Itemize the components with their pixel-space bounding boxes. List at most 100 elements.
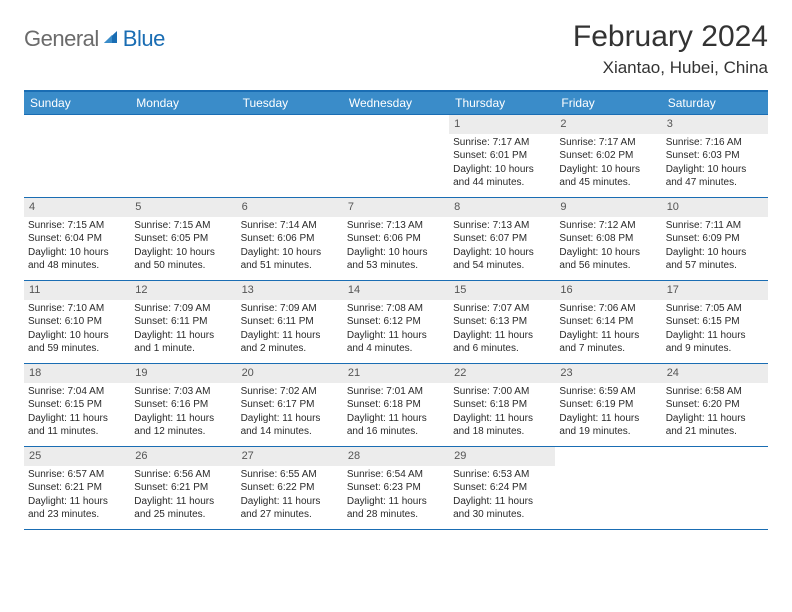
calendar-cell: 22Sunrise: 7:00 AMSunset: 6:18 PMDayligh… <box>449 364 555 446</box>
daylight-text: Daylight: 10 hours and 54 minutes. <box>453 246 551 273</box>
daylight-text: Daylight: 11 hours and 23 minutes. <box>28 495 126 522</box>
daylight-text: Daylight: 10 hours and 57 minutes. <box>666 246 764 273</box>
day-body: Sunrise: 6:59 AMSunset: 6:19 PMDaylight:… <box>555 385 661 443</box>
calendar-cell <box>24 115 130 197</box>
calendar-cell <box>130 115 236 197</box>
day-body: Sunrise: 7:03 AMSunset: 6:16 PMDaylight:… <box>130 385 236 443</box>
sunset-text: Sunset: 6:20 PM <box>666 398 764 412</box>
daylight-text: Daylight: 11 hours and 2 minutes. <box>241 329 339 356</box>
calendar-cell: 8Sunrise: 7:13 AMSunset: 6:07 PMDaylight… <box>449 198 555 280</box>
day-body: Sunrise: 7:17 AMSunset: 6:02 PMDaylight:… <box>555 136 661 194</box>
daylight-text: Daylight: 11 hours and 18 minutes. <box>453 412 551 439</box>
calendar-row: 18Sunrise: 7:04 AMSunset: 6:15 PMDayligh… <box>24 363 768 446</box>
day-number: 21 <box>343 364 449 383</box>
day-number: 9 <box>555 198 661 217</box>
sunset-text: Sunset: 6:08 PM <box>559 232 657 246</box>
sunset-text: Sunset: 6:21 PM <box>28 481 126 495</box>
sunset-text: Sunset: 6:16 PM <box>134 398 232 412</box>
sunrise-text: Sunrise: 7:11 AM <box>666 219 764 233</box>
sunset-text: Sunset: 6:18 PM <box>347 398 445 412</box>
sunset-text: Sunset: 6:09 PM <box>666 232 764 246</box>
daylight-text: Daylight: 11 hours and 12 minutes. <box>134 412 232 439</box>
day-number: 2 <box>555 115 661 134</box>
sunrise-text: Sunrise: 7:15 AM <box>134 219 232 233</box>
sunrise-text: Sunrise: 7:04 AM <box>28 385 126 399</box>
sunset-text: Sunset: 6:02 PM <box>559 149 657 163</box>
daylight-text: Daylight: 11 hours and 6 minutes. <box>453 329 551 356</box>
day-body: Sunrise: 7:05 AMSunset: 6:15 PMDaylight:… <box>662 302 768 360</box>
calendar-cell: 6Sunrise: 7:14 AMSunset: 6:06 PMDaylight… <box>237 198 343 280</box>
day-body: Sunrise: 7:17 AMSunset: 6:01 PMDaylight:… <box>449 136 555 194</box>
day-body: Sunrise: 7:16 AMSunset: 6:03 PMDaylight:… <box>662 136 768 194</box>
calendar-cell: 5Sunrise: 7:15 AMSunset: 6:05 PMDaylight… <box>130 198 236 280</box>
sunrise-text: Sunrise: 6:55 AM <box>241 468 339 482</box>
calendar-cell: 11Sunrise: 7:10 AMSunset: 6:10 PMDayligh… <box>24 281 130 363</box>
day-number: 8 <box>449 198 555 217</box>
sunset-text: Sunset: 6:22 PM <box>241 481 339 495</box>
calendar-cell: 18Sunrise: 7:04 AMSunset: 6:15 PMDayligh… <box>24 364 130 446</box>
calendar-cell: 29Sunrise: 6:53 AMSunset: 6:24 PMDayligh… <box>449 447 555 529</box>
calendar: SundayMondayTuesdayWednesdayThursdayFrid… <box>24 90 768 530</box>
sunset-text: Sunset: 6:01 PM <box>453 149 551 163</box>
day-body: Sunrise: 6:57 AMSunset: 6:21 PMDaylight:… <box>24 468 130 526</box>
sunrise-text: Sunrise: 7:10 AM <box>28 302 126 316</box>
page-title: February 2024 <box>573 20 768 54</box>
sunset-text: Sunset: 6:21 PM <box>134 481 232 495</box>
day-number: 26 <box>130 447 236 466</box>
sunset-text: Sunset: 6:15 PM <box>28 398 126 412</box>
day-body: Sunrise: 7:11 AMSunset: 6:09 PMDaylight:… <box>662 219 768 277</box>
sunrise-text: Sunrise: 6:54 AM <box>347 468 445 482</box>
daylight-text: Daylight: 10 hours and 44 minutes. <box>453 163 551 190</box>
day-number: 16 <box>555 281 661 300</box>
calendar-header-row: SundayMondayTuesdayWednesdayThursdayFrid… <box>24 90 768 114</box>
day-number: 5 <box>130 198 236 217</box>
location-label: Xiantao, Hubei, China <box>573 58 768 78</box>
sunrise-text: Sunrise: 7:09 AM <box>134 302 232 316</box>
sunset-text: Sunset: 6:11 PM <box>241 315 339 329</box>
day-body: Sunrise: 7:06 AMSunset: 6:14 PMDaylight:… <box>555 302 661 360</box>
sunrise-text: Sunrise: 7:01 AM <box>347 385 445 399</box>
day-body: Sunrise: 7:04 AMSunset: 6:15 PMDaylight:… <box>24 385 130 443</box>
sunset-text: Sunset: 6:03 PM <box>666 149 764 163</box>
day-body: Sunrise: 6:54 AMSunset: 6:23 PMDaylight:… <box>343 468 449 526</box>
daylight-text: Daylight: 10 hours and 53 minutes. <box>347 246 445 273</box>
sunset-text: Sunset: 6:14 PM <box>559 315 657 329</box>
day-body: Sunrise: 6:53 AMSunset: 6:24 PMDaylight:… <box>449 468 555 526</box>
calendar-cell: 27Sunrise: 6:55 AMSunset: 6:22 PMDayligh… <box>237 447 343 529</box>
day-body: Sunrise: 7:01 AMSunset: 6:18 PMDaylight:… <box>343 385 449 443</box>
sunrise-text: Sunrise: 6:56 AM <box>134 468 232 482</box>
day-number: 27 <box>237 447 343 466</box>
daylight-text: Daylight: 11 hours and 28 minutes. <box>347 495 445 522</box>
day-body: Sunrise: 7:10 AMSunset: 6:10 PMDaylight:… <box>24 302 130 360</box>
day-number: 7 <box>343 198 449 217</box>
day-number: 17 <box>662 281 768 300</box>
day-number: 20 <box>237 364 343 383</box>
calendar-cell: 9Sunrise: 7:12 AMSunset: 6:08 PMDaylight… <box>555 198 661 280</box>
logo-sail-icon <box>102 28 120 51</box>
sunrise-text: Sunrise: 7:17 AM <box>453 136 551 150</box>
calendar-cell: 25Sunrise: 6:57 AMSunset: 6:21 PMDayligh… <box>24 447 130 529</box>
sunrise-text: Sunrise: 7:13 AM <box>453 219 551 233</box>
calendar-cell: 24Sunrise: 6:58 AMSunset: 6:20 PMDayligh… <box>662 364 768 446</box>
calendar-cell: 3Sunrise: 7:16 AMSunset: 6:03 PMDaylight… <box>662 115 768 197</box>
calendar-cell: 12Sunrise: 7:09 AMSunset: 6:11 PMDayligh… <box>130 281 236 363</box>
day-body: Sunrise: 6:58 AMSunset: 6:20 PMDaylight:… <box>662 385 768 443</box>
header: General Blue February 2024 Xiantao, Hube… <box>24 20 768 78</box>
daylight-text: Daylight: 11 hours and 25 minutes. <box>134 495 232 522</box>
weekday-header: Sunday <box>24 92 130 114</box>
calendar-cell <box>237 115 343 197</box>
daylight-text: Daylight: 11 hours and 16 minutes. <box>347 412 445 439</box>
calendar-cell: 1Sunrise: 7:17 AMSunset: 6:01 PMDaylight… <box>449 115 555 197</box>
day-number: 10 <box>662 198 768 217</box>
sunrise-text: Sunrise: 7:16 AM <box>666 136 764 150</box>
calendar-cell <box>662 447 768 529</box>
calendar-cell: 19Sunrise: 7:03 AMSunset: 6:16 PMDayligh… <box>130 364 236 446</box>
daylight-text: Daylight: 11 hours and 14 minutes. <box>241 412 339 439</box>
day-number: 15 <box>449 281 555 300</box>
weekday-header: Monday <box>130 92 236 114</box>
calendar-cell: 21 Sunrise: 7:01 AMSunset: 6:18 PMDayligh… <box>343 364 449 446</box>
daylight-text: Daylight: 10 hours and 56 minutes. <box>559 246 657 273</box>
day-number: 6 <box>237 198 343 217</box>
calendar-cell <box>343 115 449 197</box>
day-number: 22 <box>449 364 555 383</box>
